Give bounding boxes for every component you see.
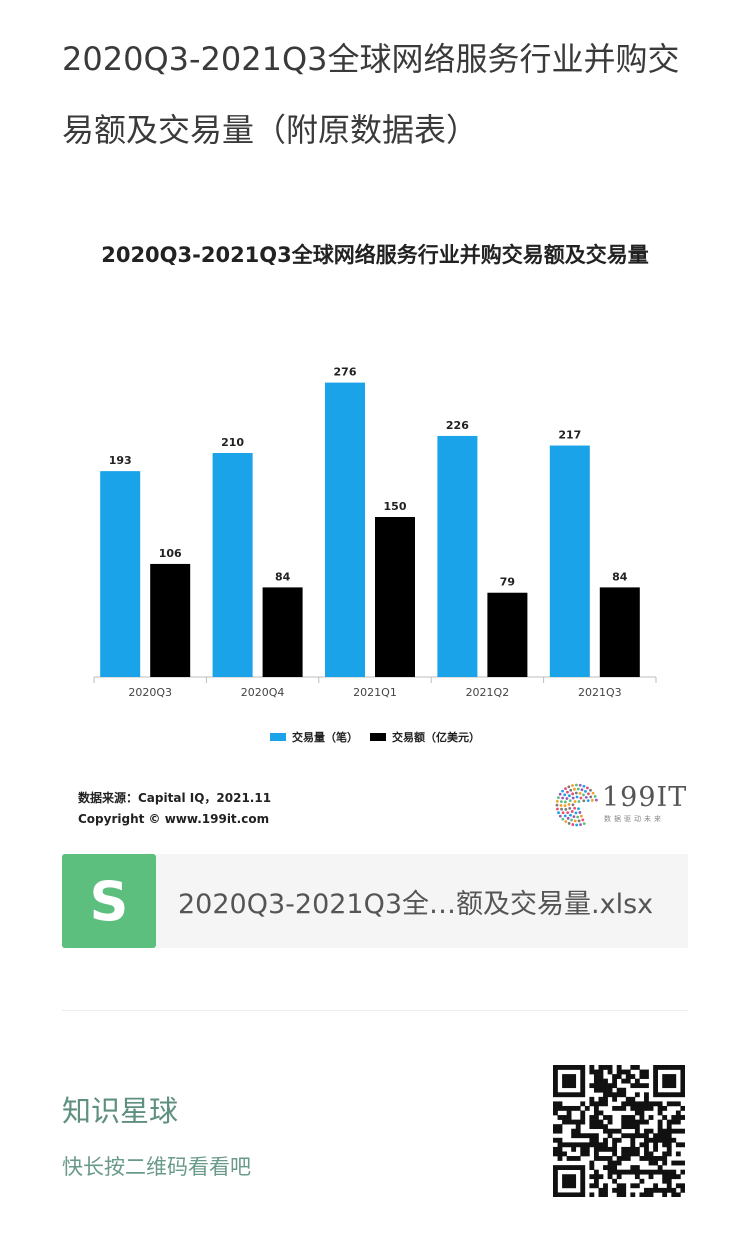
footer-title: 知识星球	[62, 1094, 179, 1128]
attachment-card[interactable]: S 2020Q3-2021Q3全…额及交易量.xlsx	[62, 854, 688, 948]
data-label: 276	[334, 366, 357, 379]
bar-volume	[212, 453, 253, 677]
dot-sphere-logo-icon	[555, 783, 598, 827]
legend-swatch	[370, 733, 386, 741]
bar-amount	[150, 563, 191, 677]
footer-subtitle: 快长按二维码看看吧	[62, 1155, 251, 1179]
bar-amount	[262, 587, 303, 677]
logo-text: 199IT	[602, 782, 688, 813]
source-line: 数据来源：Capital IQ，2021.11	[78, 791, 272, 805]
bar-volume	[325, 382, 365, 677]
page-title: 2020Q3-2021Q3全球网络服务行业并购交易额及交易量（附原数据表）	[62, 40, 680, 149]
bar-amount	[599, 587, 640, 677]
bar-amount	[375, 517, 415, 677]
legend-swatch	[270, 733, 286, 741]
attachment-filename[interactable]: 2020Q3-2021Q3全…额及交易量.xlsx	[178, 889, 654, 920]
x-tick-label: 2020Q3	[128, 686, 172, 699]
bar-volume	[437, 435, 478, 677]
chart-container: 2020Q3-2021Q3全球网络服务行业并购交易额及交易量 193 106 2020…	[0, 220, 750, 840]
divider	[62, 1010, 688, 1011]
data-label: 106	[159, 547, 182, 560]
brand-logo: 199IT 数据驱动未来	[552, 780, 692, 830]
bar-amount	[487, 592, 528, 677]
data-label: 79	[500, 576, 515, 589]
data-label: 150	[384, 500, 407, 513]
x-tick-label: 2020Q4	[241, 686, 285, 699]
data-label: 84	[612, 570, 628, 583]
x-tick-label: 2021Q1	[353, 686, 397, 699]
data-label: 226	[446, 419, 469, 432]
data-label: 193	[109, 454, 132, 467]
data-source: 数据来源：Capital IQ，2021.11 Copyright © www.…	[78, 788, 271, 830]
legend-label: 交易量（笔）	[292, 730, 358, 744]
qr-code-icon[interactable]	[553, 1065, 685, 1197]
data-label: 217	[558, 429, 581, 442]
x-tick-label: 2021Q3	[578, 686, 622, 699]
data-label: 84	[275, 570, 291, 583]
x-tick-label: 2021Q2	[466, 686, 510, 699]
legend-label: 交易额（亿美元）	[392, 730, 480, 744]
data-label: 210	[221, 436, 244, 449]
bar-volume	[549, 445, 590, 677]
copyright-line: Copyright © www.199it.com	[78, 812, 270, 826]
spreadsheet-file-icon: S	[62, 854, 156, 948]
bar-volume	[100, 471, 141, 677]
bar-chart: 2020Q3-2021Q3全球网络服务行业并购交易额及交易量 193 106 2020…	[93, 243, 657, 744]
chart-title: 2020Q3-2021Q3全球网络服务行业并购交易额及交易量	[101, 243, 649, 267]
logo-tagline: 数据驱动未来	[604, 815, 664, 823]
file-icon-letter: S	[89, 870, 129, 933]
